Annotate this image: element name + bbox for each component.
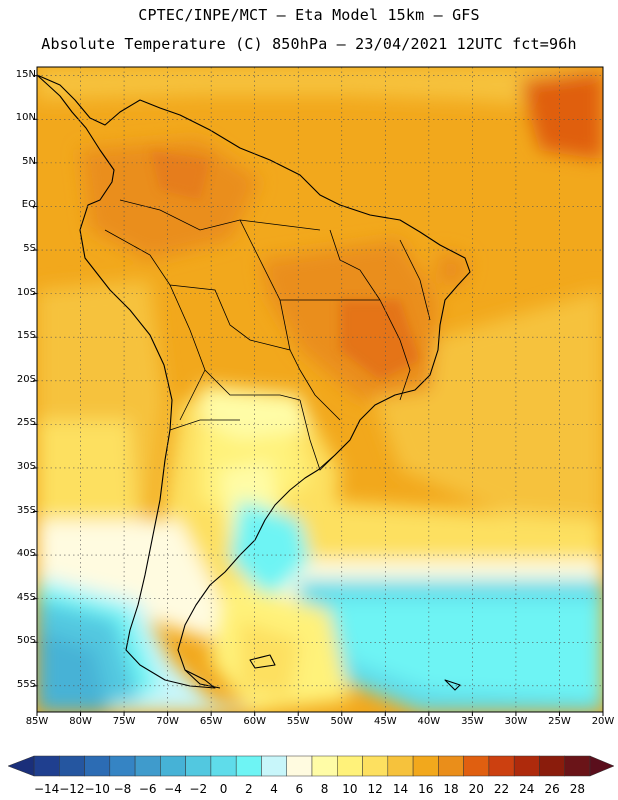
latitude-label: 55S [16, 678, 36, 690]
colorbar-label: 28 [569, 782, 585, 796]
colorbar-swatch [59, 755, 85, 777]
colorbar-label: 24 [519, 782, 535, 796]
longitude-label: 55W [286, 716, 310, 727]
colorbar [7, 755, 615, 777]
longitude-label: 60W [243, 716, 266, 727]
longitude-label: 70W [156, 716, 179, 727]
longitude-label: 35W [461, 716, 484, 727]
colorbar-swatch [412, 755, 439, 777]
latitude-label: 50S [16, 635, 36, 647]
colorbar-label: 6 [295, 782, 304, 796]
colorbar-low-arrow [7, 755, 35, 777]
colorbar-high-arrow [589, 755, 615, 777]
colorbar-label: 20 [468, 782, 484, 796]
colorbar-label: −8 [113, 782, 132, 796]
latitude-label: 30S [16, 460, 36, 472]
latitude-label: 5N [22, 155, 36, 167]
latitude-label: 35S [16, 504, 36, 516]
colorbar-swatch [337, 755, 363, 777]
colorbar-swatch [539, 755, 565, 777]
longitude-label: 65W [199, 716, 223, 727]
colorbar-swatch [387, 755, 414, 777]
longitude-label: 30W [504, 716, 528, 727]
colorbar-label: 0 [219, 782, 228, 796]
colorbar-swatch [286, 755, 313, 777]
longitude-label: 50W [330, 716, 354, 727]
latitude-label: 20S [16, 373, 36, 385]
longitude-label: 80W [69, 716, 92, 727]
latitude-label: 10S [16, 286, 36, 298]
colorbar-label: −12 [59, 782, 85, 796]
colorbar-label: 2 [244, 782, 253, 796]
colorbar-label: 10 [342, 782, 358, 796]
latitude-label: 10N [15, 112, 36, 124]
colorbar-label: −2 [189, 782, 208, 796]
latitude-label: 15N [15, 68, 36, 80]
colorbar-swatch [488, 755, 515, 777]
axis-ticks [33, 75, 604, 716]
colorbar-swatch [33, 755, 60, 777]
temperature-field [37, 67, 603, 712]
colorbar-swatch [160, 755, 186, 777]
latitude-label: 5S [23, 243, 36, 255]
colorbar-label: −4 [164, 782, 182, 796]
colorbar-swatch [235, 755, 262, 777]
colorbar-swatch [109, 755, 136, 777]
colorbar-swatch [210, 755, 237, 777]
colorbar-swatch [311, 755, 338, 777]
map-title: CPTEC/INPE/MCT – Eta Model 15km – GFS [138, 6, 480, 24]
map-subtitle: Absolute Temperature (C) 850hPa – 23/04/… [41, 35, 577, 53]
colorbar-label: 12 [367, 782, 383, 796]
longitude-label: 85W [25, 716, 49, 727]
longitude-label: 40W [417, 716, 441, 727]
colorbar-swatch [84, 755, 111, 777]
latitude-label: 40S [16, 548, 36, 560]
latitude-label: 45S [16, 591, 36, 603]
colorbar-swatch [513, 755, 540, 777]
map-frame [36, 66, 604, 713]
longitude-label: 45W [373, 716, 397, 727]
colorbar-label: 8 [320, 782, 329, 796]
colorbar-label: 16 [418, 782, 434, 796]
colorbar-label: 4 [270, 782, 278, 796]
colorbar-swatch [463, 755, 490, 777]
colorbar-swatch [362, 755, 389, 777]
latitude-label: 25S [16, 417, 36, 429]
longitude-label: 75W [112, 716, 136, 727]
colorbar-label: 18 [443, 782, 459, 796]
latitude-label: EQ [21, 199, 36, 211]
longitude-label: 20W [591, 716, 615, 727]
colorbar-label: 14 [392, 782, 409, 796]
colorbar-label: −6 [138, 782, 157, 796]
coastline [37, 74, 471, 691]
longitude-label: 25W [548, 716, 571, 727]
country-borders [104, 199, 431, 471]
colorbar-label: 26 [544, 782, 560, 796]
colorbar-label: −14 [33, 782, 60, 796]
colorbar-swatch [261, 755, 287, 777]
latitude-label: 15S [16, 330, 36, 342]
colorbar-swatch [438, 755, 464, 777]
colorbar-label: 22 [493, 782, 510, 796]
colorbar-swatch [134, 755, 161, 777]
colorbar-swatch [564, 755, 591, 777]
colorbar-label: −10 [84, 782, 110, 796]
colorbar-swatch [185, 755, 212, 777]
